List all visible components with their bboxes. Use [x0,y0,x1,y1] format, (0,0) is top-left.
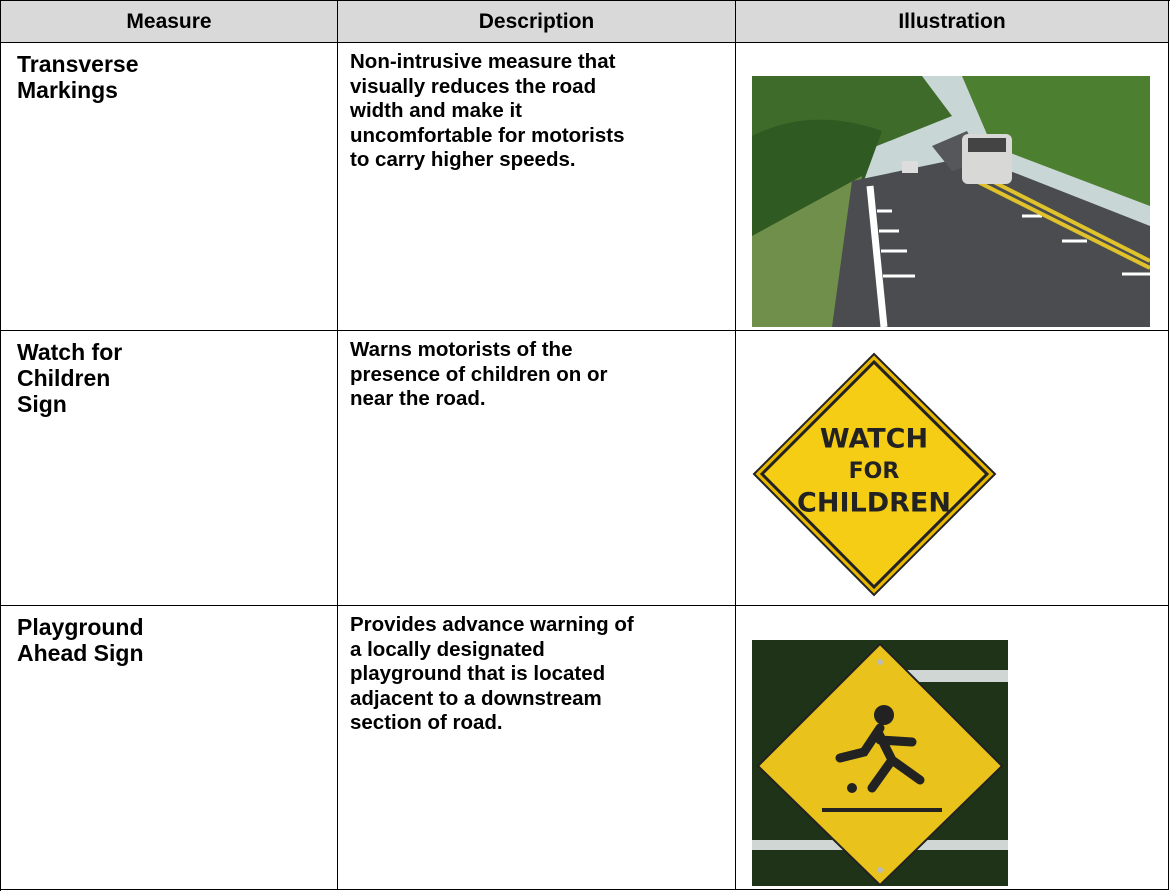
text-line: Non-intrusive measure that [350,50,616,73]
text-line: a locally designated [350,637,545,661]
illustration-cell [736,606,1169,890]
text-line: width and make it [350,99,522,122]
text-line: to carry higher speeds. [350,148,576,171]
description-cell: Provides advance warning of a locally des… [338,606,736,890]
text-line: uncomfortable for motorists [350,123,625,147]
text-line: visually reduces the road [350,74,597,98]
playground-photo [752,640,1008,886]
text-line: Ahead Sign [17,640,144,666]
text-line: playground that is located [350,662,606,685]
measure-cell: Watch for Children Sign [1,331,338,606]
text-line: Sign [17,391,67,417]
road-photo [752,76,1150,327]
sign-text: CHILDREN [797,488,951,519]
illustration-cell [736,331,1169,606]
description-cell: Non-intrusive measure that visually reduc… [338,43,736,331]
warning-sign: WATCH FOR CHILDREN [752,352,997,597]
text-line: presence of children on or [350,362,608,386]
text-line: adjacent to a downstream [350,686,602,710]
text-line: Children [17,365,111,391]
sign-text: WATCH [820,424,928,455]
description-cell: Warns motorists of the presence of childr… [338,331,736,606]
illustration-cell [736,43,1169,331]
text-line: section of road. [350,711,503,734]
sign-text: FOR [849,459,900,484]
measure-cell: Transverse Markings [1,43,338,331]
measure-cell: Playground Ahead Sign [1,606,338,890]
text-line: Warns motorists of the [350,338,573,361]
text-line: Playground [17,614,144,640]
text-line: Watch for [17,339,123,365]
text-line: Markings [17,77,118,103]
text-line: Transverse [17,51,139,77]
header-cell: Illustration [736,1,1169,43]
text-line: Provides advance warning of [350,613,634,636]
header-cell: Description [338,1,736,43]
header-cell: Measure [1,1,338,43]
text-line: near the road. [350,387,486,410]
